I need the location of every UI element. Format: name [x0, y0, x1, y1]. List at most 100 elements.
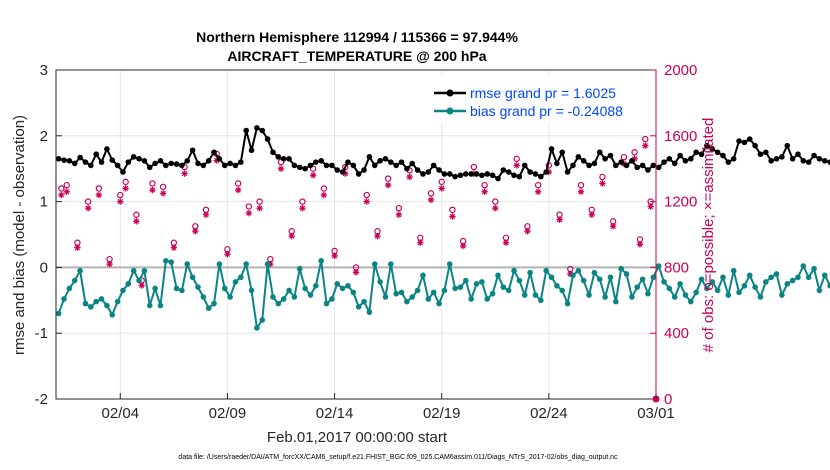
asterisk-stroke [599, 180, 606, 187]
obs-possible-point [636, 236, 644, 243]
bias-point [516, 277, 523, 284]
bias-point [93, 298, 99, 305]
bias-point [650, 274, 657, 281]
rmse-point [414, 167, 421, 173]
rmse-point [500, 167, 507, 173]
obs-possible-series [58, 135, 660, 403]
rmse-point [495, 175, 501, 182]
obs-assimilated-point [406, 173, 413, 181]
bias-point [816, 287, 823, 294]
asterisk-stroke [331, 253, 338, 259]
rmse-point [661, 159, 667, 165]
obs-possible-point [449, 206, 456, 214]
obs-assimilated-point [245, 209, 253, 217]
bias-point [420, 272, 426, 279]
obs-assimilated-point [63, 188, 70, 195]
rmse-point [613, 162, 619, 169]
rmse-point [800, 158, 807, 164]
asterisk-stroke [642, 143, 648, 149]
rmse-point [752, 142, 758, 149]
bias-point [425, 296, 432, 302]
rmse-point [698, 151, 705, 158]
bias-point [238, 274, 244, 281]
bias-point [489, 290, 496, 297]
bias-point [532, 292, 539, 298]
bias-point [634, 284, 641, 290]
bias-point [629, 294, 635, 300]
asterisk-stroke [460, 243, 466, 249]
legend-rmse-marker [446, 89, 454, 97]
bias-point [393, 290, 399, 297]
rmse-point [291, 162, 298, 169]
obs-possible-point [534, 181, 542, 189]
bias-point [141, 267, 148, 274]
obs-possible-point [620, 153, 628, 161]
bias-point [205, 305, 212, 311]
obs-possible-point [331, 247, 338, 255]
x-tick-label: 03/01 [637, 405, 675, 422]
bias-point [114, 298, 121, 305]
rmse-point [784, 142, 791, 149]
rmse-point [479, 172, 485, 179]
rmse-point [136, 156, 142, 162]
rmse-point [645, 167, 651, 173]
rmse-point [157, 158, 164, 164]
y-axis-right-ticks: 0 400 800 1200 1600 2000 [650, 62, 697, 408]
asterisk-stroke [417, 240, 423, 246]
asterisk-stroke [64, 189, 70, 195]
rmse-point [366, 154, 373, 160]
rmse-point [104, 146, 110, 152]
bias-point [730, 267, 737, 274]
rmse-point [441, 171, 448, 177]
obs-assimilated-point [133, 218, 140, 225]
rmse-point [714, 149, 721, 156]
asterisk-stroke [171, 244, 177, 251]
obs-possible-point [299, 198, 306, 205]
rmse-point [313, 159, 319, 165]
obs-assimilated-series [58, 142, 654, 289]
rmse-point [629, 158, 635, 164]
asterisk-stroke [299, 205, 306, 211]
obs-possible-point [631, 149, 638, 156]
rmse-point [489, 172, 496, 179]
asterisk-stroke [647, 203, 654, 210]
asterisk-stroke [85, 205, 91, 211]
rmse-point [446, 171, 453, 177]
bias-point [763, 279, 769, 285]
rmse-point [538, 173, 544, 180]
obs-assimilated-point [588, 211, 595, 218]
obs-possible-point [122, 178, 129, 186]
bias-point [254, 325, 260, 331]
rmse-point [634, 164, 641, 171]
bias-point [371, 261, 378, 267]
y-right-tick-label: 0 [664, 391, 672, 408]
rmse-point [88, 162, 94, 169]
obs-assimilated-point [636, 241, 644, 248]
bias-point [757, 294, 764, 300]
asterisk-stroke [278, 166, 284, 172]
rmse-point [623, 162, 630, 169]
rmse-point [639, 162, 646, 169]
rmse-point [345, 159, 351, 165]
obs-assimilated-point [277, 165, 285, 172]
obs-possible-point [577, 181, 585, 189]
bias-point [768, 274, 774, 281]
bias-point [436, 300, 442, 307]
bias-point [704, 285, 710, 292]
asterisk-stroke [514, 162, 520, 169]
bias-point [736, 289, 742, 296]
bias-point [570, 272, 576, 279]
obs-assimilated-point [224, 251, 231, 258]
rmse-point [532, 171, 539, 177]
rmse-point [371, 162, 378, 169]
rmse-point [361, 167, 367, 173]
obs-assimilated-point [395, 211, 403, 218]
rmse-point [323, 162, 330, 169]
obs-possible-point [202, 206, 210, 214]
rmse-point [693, 149, 699, 156]
rmse-point [516, 173, 523, 180]
bias-point [216, 261, 223, 267]
asterisk-stroke [439, 185, 445, 192]
rmse-point [286, 156, 292, 162]
rmse-point [827, 159, 830, 165]
